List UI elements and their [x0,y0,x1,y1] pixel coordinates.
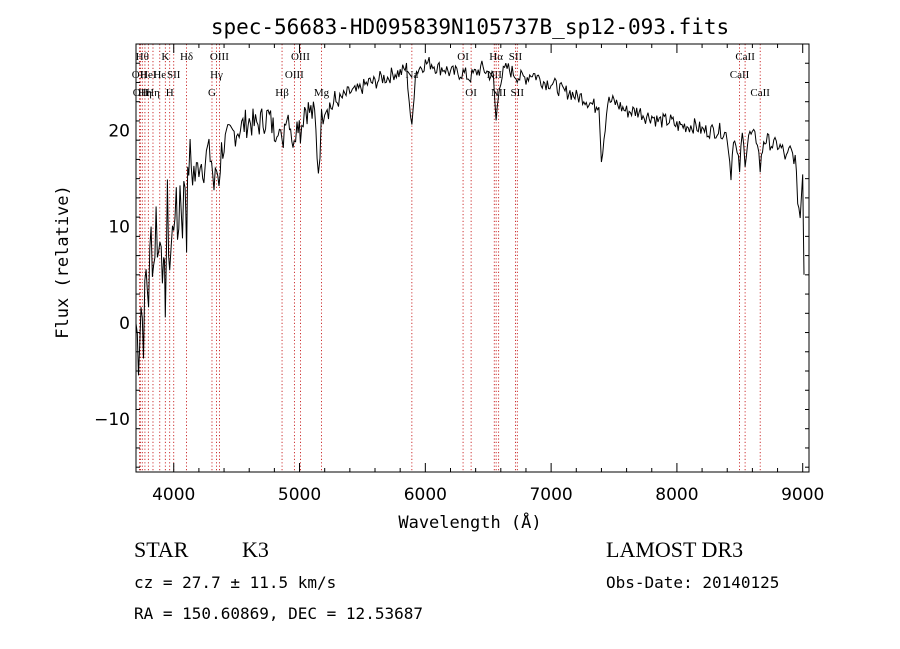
emission-line-markers: OIIOIIHθHηHeIHηHeKHSIIHδGHγOIIIHβOIIIOII… [132,44,770,472]
spectral-subclass: K3 [242,537,269,562]
y-tick-label: 10 [108,218,130,238]
y-axis-label: Flux (relative) [53,185,73,339]
line-marker-label: G [208,87,216,99]
y-tick-label: 0 [119,314,130,334]
line-marker-label: OI [457,51,469,63]
line-marker-label: Hδ [180,51,193,63]
line-marker-label: OII [133,87,149,99]
x-tick-label: 9000 [781,485,824,505]
x-tick-label: 7000 [529,485,572,505]
spectrum-series [135,56,805,376]
line-marker-label: Hγ [210,69,223,81]
plot-frame [135,43,810,473]
line-marker-label: OIII [210,51,229,63]
x-tick-label: 8000 [655,485,698,505]
x-axis-label: Wavelength (Å) [398,511,541,533]
obs-date: Obs-Date: 20140125 [606,573,780,592]
line-marker-label: Mg [314,87,330,99]
line-marker-label: Hθ [136,51,149,63]
line-marker-label: Hα [489,51,503,63]
line-marker-label: He [153,69,166,81]
line-marker-label: OIII [291,51,310,63]
line-marker-label: CaII [730,69,750,81]
line-marker-label: SII [509,51,523,63]
x-tick-label: 4000 [152,485,195,505]
line-marker-label: K [161,51,169,63]
line-marker-label: CaII [735,51,755,63]
survey-name: LAMOST DR3 [606,537,744,562]
x-tick-label: 5000 [278,485,321,505]
line-marker-label: Hη [146,87,160,99]
line-marker-label: CaII [750,87,770,99]
y-tick-label: −10 [94,410,130,430]
redshift-readout: cz = 27.7 ± 11.5 km/s [134,573,337,592]
line-marker-label: OI [465,87,477,99]
x-axis: 4000 5000 6000 7000 8000 9000 [152,44,824,505]
line-marker-label: H [166,87,174,99]
y-tick-label: 20 [108,122,130,142]
chart-title: spec-56683-HD095839N105737B_sp12-093.fit… [211,15,729,39]
line-marker-label: SII [167,69,181,81]
x-tick-label: 6000 [404,485,447,505]
y-axis: −10 0 10 20 [94,62,809,468]
line-marker-label: OIII [285,69,304,81]
coordinates-readout: RA = 150.60869, DEC = 12.53687 [134,604,423,623]
spectrum-line [135,56,805,376]
line-marker-label: Hβ [275,87,289,99]
line-marker-label: SII [511,87,525,99]
object-class: STAR [134,537,189,562]
